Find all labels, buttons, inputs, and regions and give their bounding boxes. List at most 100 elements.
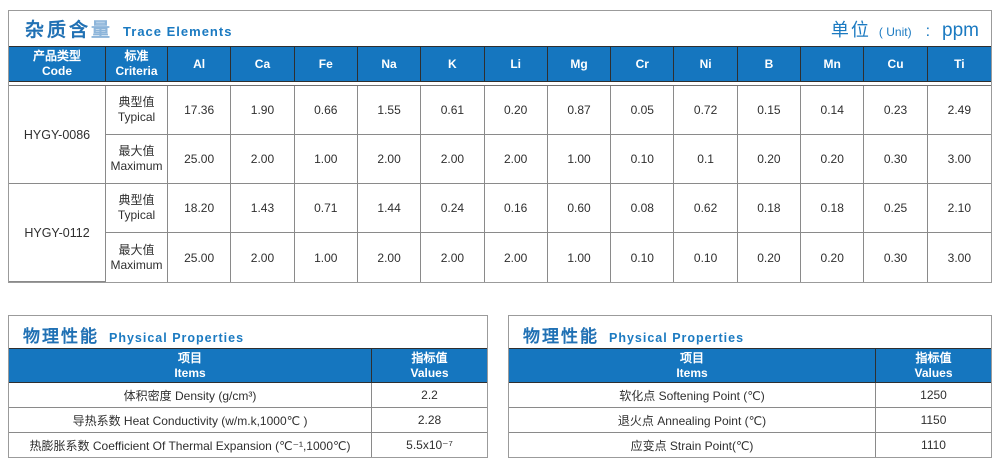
value-cell: 5.5x10⁻⁷ (371, 433, 487, 457)
physical-properties-left-section: 物理性能 Physical Properties 项目 Items 指标值 Va… (8, 315, 488, 458)
value-cell: 0.87 (547, 86, 612, 135)
code-cell: HYGY-0086 (9, 86, 106, 184)
item-cell: 软化点 Softening Point (℃) (619, 388, 765, 403)
value-cell: 0.71 (294, 184, 358, 233)
item-cell: 热膨胀系数 Coefficient Of Thermal Expansion (… (29, 438, 351, 453)
column-header-values-en: Values (914, 365, 953, 380)
value-cell: 2.2 (371, 383, 487, 407)
criteria-zh: 最大值 (118, 242, 155, 257)
value-cell: 0.60 (547, 184, 612, 233)
value-cell: 0.18 (801, 184, 865, 233)
value-cell: 2.49 (927, 86, 991, 135)
value-cell: 0.15 (737, 86, 802, 135)
value-cell: 0.20 (801, 233, 865, 282)
column-header-values: 指标值 Values (371, 349, 487, 382)
column-header-values: 指标值 Values (875, 349, 991, 382)
value-cell: 0.10 (611, 233, 675, 282)
value-cell: 0.20 (801, 135, 865, 184)
value-cell: 25.00 (168, 233, 232, 282)
value-cell: 17.36 (168, 86, 232, 135)
unit-label: 单位 ( Unit) : ppm (831, 16, 979, 42)
physical-properties-right-section: 物理性能 Physical Properties 项目 Items 指标值 Va… (508, 315, 992, 458)
column-header-values-en: Values (410, 365, 449, 380)
trace-title-zh-accent: 量 (91, 20, 114, 41)
value-cell: 1.00 (547, 135, 612, 184)
value-cell: 2.10 (927, 184, 991, 233)
value-cell: 0.61 (421, 86, 485, 135)
unit-value: ppm (942, 19, 979, 41)
criteria-cell: 最大值 Maximum (106, 233, 168, 282)
value-cell: 2.00 (231, 135, 295, 184)
column-header-items-zh: 项目 (177, 350, 202, 365)
trace-title-zh-main: 杂质含 (25, 20, 92, 41)
item-cell: 应变点 Strain Point(℃) (630, 438, 754, 453)
criteria-zh: 典型值 (118, 95, 155, 109)
value-cell: 0.62 (674, 184, 738, 233)
physical-right-title-zh: 物理性能 (523, 327, 599, 346)
physical-right-title-en: Physical Properties (609, 331, 745, 345)
column-header-element: Na (358, 47, 422, 81)
table-row: 退火点 Annealing Point (℃) 1150 (509, 408, 991, 433)
value-cell: 0.20 (484, 86, 548, 135)
value-cell: 2.00 (421, 135, 485, 184)
column-header-element: Ni (674, 47, 738, 81)
criteria-en: Maximum (110, 257, 163, 272)
value-cell: 1110 (875, 433, 991, 457)
value-cell: 3.00 (927, 135, 991, 184)
column-header-element: Fe (295, 47, 358, 81)
value-cell: 1.55 (357, 86, 422, 135)
value-cell: 1.90 (231, 86, 295, 135)
criteria-en: Maximum (110, 159, 163, 173)
column-header-items-zh: 项目 (679, 350, 704, 365)
value-cell: 2.28 (371, 408, 487, 432)
value-cell: 0.20 (737, 233, 802, 282)
value-cell: 1.00 (294, 233, 358, 282)
column-header-element: K (421, 47, 485, 81)
value-cell: 0.20 (737, 135, 802, 184)
column-header-values-zh: 指标值 (915, 350, 952, 365)
column-header-items-en: Items (676, 365, 708, 380)
physical-right-title: 物理性能 Physical Properties (509, 316, 991, 348)
column-header-items: 项目 Items (509, 349, 875, 382)
table-row: 体积密度 Density (g/cm³) 2.2 (9, 383, 487, 408)
criteria-en: Typical (117, 208, 156, 222)
criteria-cell: 典型值 Typical (106, 86, 168, 135)
table-row: 导热系数 Heat Conductivity (w/m.k,1000℃ ) 2.… (9, 408, 487, 433)
column-header-criteria: 标准 Criteria (106, 47, 168, 81)
value-cell: 1.00 (547, 233, 612, 282)
column-header-criteria-en: Criteria (115, 64, 158, 78)
value-cell: 0.14 (801, 86, 865, 135)
item-cell: 导热系数 Heat Conductivity (w/m.k,1000℃ ) (72, 413, 308, 428)
item-cell: 退火点 Annealing Point (℃) (617, 413, 767, 428)
header-gap (9, 82, 991, 85)
value-cell: 1.43 (231, 184, 295, 233)
value-cell: 0.08 (611, 184, 675, 233)
column-header-code: 产品类型 Code (9, 47, 106, 81)
column-header-element: Cr (611, 47, 675, 81)
trace-elements-section: 杂质含量 Trace Elements 单位 ( Unit) : ppm 产品类… (8, 10, 992, 283)
value-cell: 2.00 (484, 233, 548, 282)
table-row: 热膨胀系数 Coefficient Of Thermal Expansion (… (9, 433, 487, 457)
column-header-element: Li (485, 47, 548, 81)
value-cell: 3.00 (927, 233, 991, 282)
unit-colon: : (925, 22, 931, 40)
value-cell: 2.00 (484, 135, 548, 184)
value-cell: 0.10 (674, 233, 738, 282)
column-header-code-zh: 产品类型 (32, 49, 81, 63)
value-cell: 1250 (875, 383, 991, 407)
item-cell: 体积密度 Density (g/cm³) (123, 388, 257, 403)
value-cell: 1.44 (357, 184, 422, 233)
column-header-element: B (738, 47, 802, 81)
physical-right-header-row: 项目 Items 指标值 Values (509, 348, 991, 383)
physical-left-header-row: 项目 Items 指标值 Values (9, 348, 487, 383)
column-header-element: Ca (231, 47, 295, 81)
unit-en: ( Unit) (878, 24, 912, 39)
criteria-cell: 典型值 Typical (106, 184, 168, 233)
value-cell: 0.18 (737, 184, 802, 233)
value-cell: 0.05 (611, 86, 675, 135)
value-cell: 0.23 (864, 86, 928, 135)
physical-left-title: 物理性能 Physical Properties (9, 316, 487, 348)
criteria-zh: 最大值 (118, 144, 155, 158)
value-cell: 0.24 (421, 184, 485, 233)
table-row: 软化点 Softening Point (℃) 1250 (509, 383, 991, 408)
